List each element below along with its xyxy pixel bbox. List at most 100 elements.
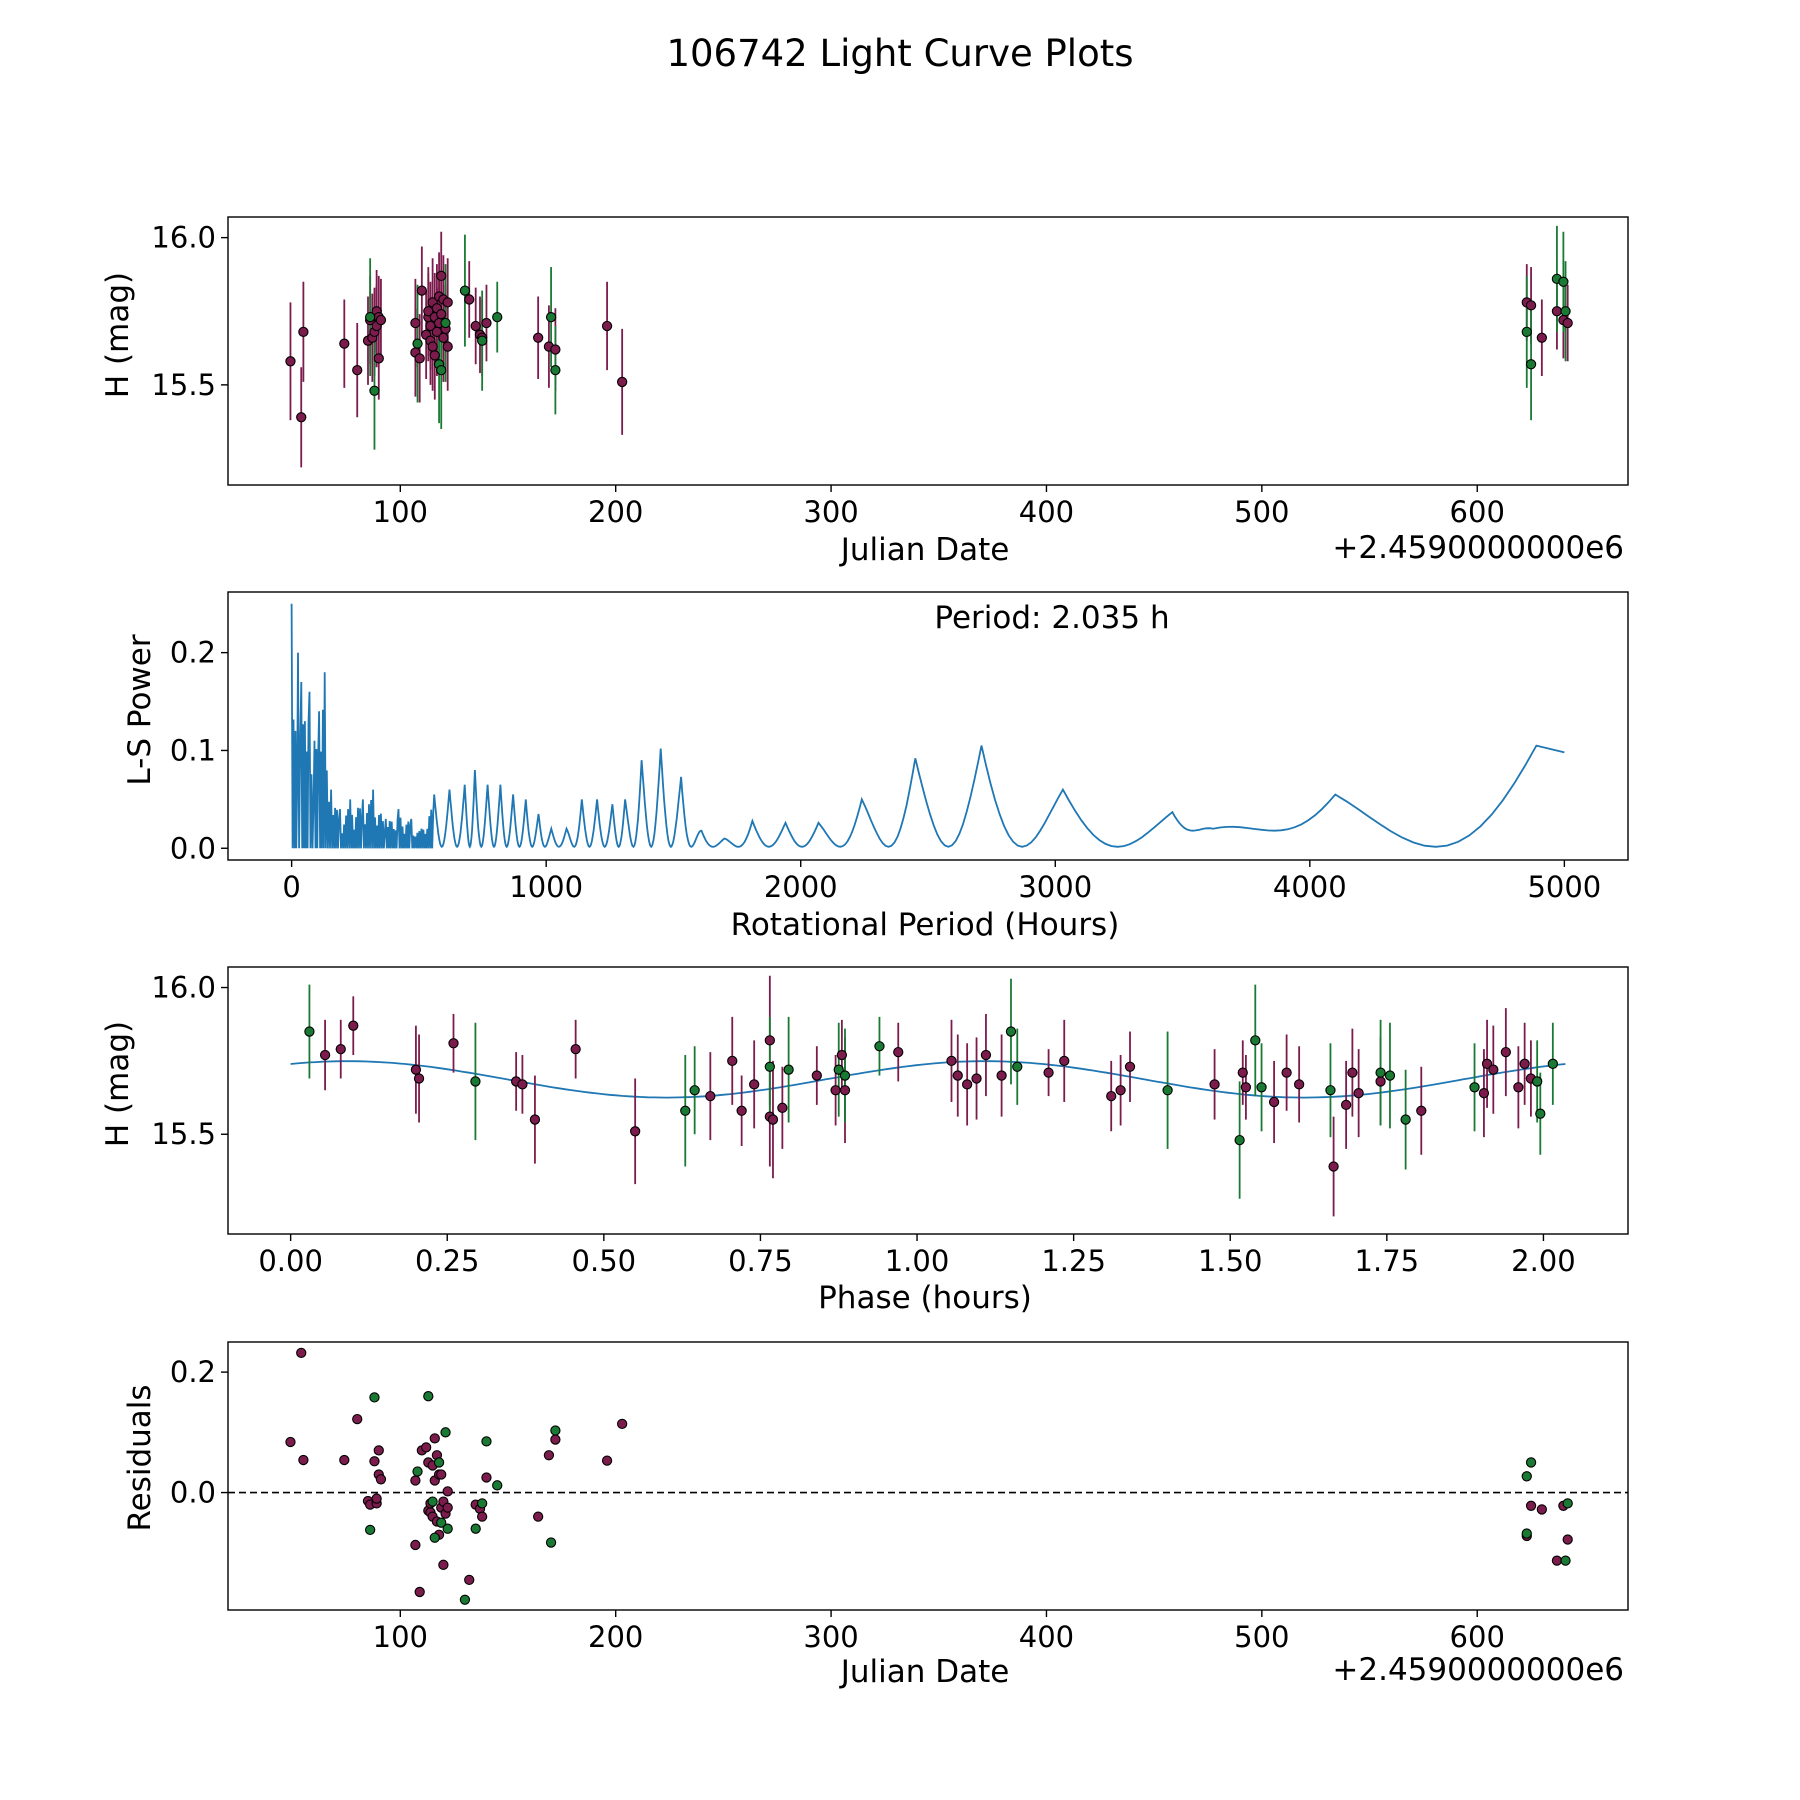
- periodogram-ytick-label: 0.1: [170, 733, 216, 767]
- phased-point-green: [1469, 1082, 1480, 1093]
- phased-point-purple: [529, 1114, 541, 1125]
- lightcurve-point-green: [440, 317, 451, 329]
- phased-xtick-label: 2.00: [1511, 1244, 1576, 1278]
- phased-point-green: [1547, 1058, 1558, 1069]
- periodogram-xtick-label: 0: [282, 870, 300, 904]
- lightcurve-ylabel: H (mag): [100, 272, 136, 398]
- phased-point-purple: [764, 1035, 775, 1046]
- lightcurve-point-green: [545, 311, 557, 323]
- phased-point-purple: [836, 1049, 848, 1061]
- lightcurve-point-purple: [1525, 300, 1537, 311]
- residuals-point-green: [1525, 1457, 1537, 1468]
- periodogram-panel: 0 1000 2000 3000 4000 5000 0.0 0.1 0.2 Period: 2…: [122, 591, 1629, 943]
- lightcurve-point-purple: [429, 350, 440, 361]
- lightcurve-point-green: [550, 364, 561, 376]
- phased-frame: [227, 966, 1629, 1235]
- lightcurve-point-purple: [1562, 317, 1573, 329]
- phased-point-purple: [1328, 1161, 1339, 1172]
- phased-point-purple: [1059, 1055, 1070, 1067]
- phased-point-purple: [777, 1102, 788, 1113]
- residuals-xtick-label: 400: [1019, 1620, 1074, 1654]
- lightcurve-point-green: [1558, 276, 1569, 287]
- residuals-point-green: [459, 1594, 471, 1605]
- residuals-frame: [227, 1341, 1629, 1611]
- phased-point-purple: [736, 1105, 747, 1116]
- phased-point-purple: [335, 1044, 346, 1055]
- residuals-point-purple: [410, 1539, 421, 1551]
- residuals-point-green: [365, 1524, 376, 1536]
- lightcurve-point-purple: [438, 332, 449, 343]
- residuals-point-purple: [410, 1475, 421, 1486]
- periodogram-ytick-label: 0.2: [170, 636, 216, 670]
- phased-point-green: [1532, 1076, 1543, 1087]
- lightcurve-point-purple: [373, 353, 384, 364]
- phased-point-purple: [1353, 1088, 1364, 1099]
- residuals-point-purple: [375, 1474, 387, 1485]
- phased-xtick-label: 1.25: [1041, 1244, 1106, 1278]
- phased-point-purple: [705, 1090, 716, 1102]
- residuals-point-purple: [477, 1511, 488, 1522]
- phased-point-purple: [570, 1044, 581, 1055]
- lightcurve-point-green: [412, 338, 423, 349]
- phased-point-purple: [1340, 1099, 1352, 1111]
- residuals-xtick-label: 200: [588, 1620, 643, 1654]
- residuals-point-purple: [1551, 1555, 1563, 1566]
- residuals-point-purple: [464, 1574, 475, 1586]
- periodogram-xtick-label: 2000: [764, 870, 838, 904]
- phased-point-purple: [1124, 1061, 1136, 1072]
- phased-xlabel: Phase (hours): [818, 1280, 1032, 1316]
- lightcurve-ytick-label: 15.5: [151, 368, 216, 402]
- phased-point-purple: [410, 1064, 422, 1075]
- phased-point-purple: [961, 1079, 973, 1090]
- phased-point-purple: [767, 1114, 779, 1125]
- lightcurve-point-green: [1525, 359, 1537, 370]
- phased-point-purple: [749, 1079, 760, 1090]
- lightcurve-point-purple: [601, 320, 613, 332]
- phased-point-purple: [839, 1085, 851, 1096]
- lightcurve-point-green: [492, 311, 503, 323]
- residuals-point-purple: [533, 1511, 544, 1522]
- phased-point-green: [1250, 1035, 1261, 1046]
- phased-point-purple: [348, 1020, 359, 1031]
- lightcurve-point-purple: [481, 317, 492, 329]
- phased-point-purple: [996, 1070, 1007, 1081]
- lightcurve-xtick-label: 400: [1019, 495, 1074, 529]
- phased-point-green: [1162, 1085, 1173, 1096]
- phased-point-purple: [1237, 1067, 1248, 1078]
- residuals-point-purple: [1536, 1504, 1547, 1515]
- phased-xtick-label: 1.00: [885, 1244, 950, 1278]
- lightcurve-point-purple: [436, 270, 447, 282]
- residuals-point-purple: [438, 1559, 449, 1570]
- phased-point-purple: [893, 1046, 904, 1058]
- lightcurve-point-purple: [410, 317, 421, 329]
- phased-point-green: [1325, 1085, 1336, 1096]
- lightcurve-point-green: [477, 335, 488, 346]
- phased-point-purple: [830, 1085, 841, 1096]
- residuals-point-purple: [543, 1450, 555, 1461]
- phased-point-purple: [1500, 1046, 1512, 1058]
- phased-point-purple: [319, 1049, 331, 1061]
- phased-point-purple: [1519, 1058, 1530, 1069]
- lightcurve-frame: [227, 216, 1629, 486]
- lightcurve-point-green: [369, 385, 380, 396]
- residuals-xlabel: Julian Date: [839, 1654, 1010, 1690]
- phased-point-purple: [517, 1079, 528, 1090]
- lightcurve-xtick-label: 200: [588, 495, 643, 529]
- phased-point-green: [1012, 1061, 1023, 1072]
- residuals-point-purple: [442, 1502, 453, 1513]
- phased-point-green: [1234, 1134, 1245, 1146]
- phased-ytick-label: 15.5: [151, 1117, 216, 1151]
- lightcurve-point-purple: [617, 376, 628, 388]
- residuals-point-green: [1560, 1555, 1571, 1566]
- lightcurve-point-purple: [414, 353, 425, 364]
- lightcurve-point-purple: [1536, 332, 1547, 343]
- residuals-point-green: [429, 1532, 440, 1543]
- phased-point-green: [1400, 1114, 1411, 1125]
- phased-point-purple: [811, 1070, 822, 1081]
- residuals-point-purple: [373, 1445, 384, 1456]
- phased-point-purple: [971, 1073, 982, 1084]
- phased-point-green: [783, 1064, 794, 1075]
- figure-title: 106742 Light Curve Plots: [666, 32, 1133, 75]
- phased-point-purple: [1240, 1082, 1252, 1093]
- phased-xtick-label: 0.25: [415, 1244, 480, 1278]
